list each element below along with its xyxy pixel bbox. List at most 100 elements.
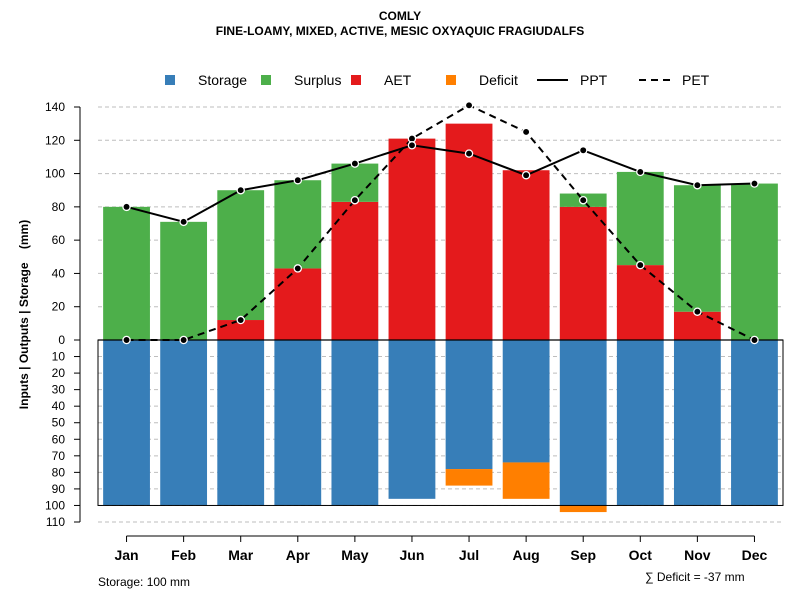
y-tick-label: 20 bbox=[52, 366, 66, 380]
legend-label: PET bbox=[682, 72, 710, 88]
pet-line-point bbox=[179, 335, 188, 345]
chart-title: COMLY bbox=[378, 9, 422, 23]
y-tick-label: 40 bbox=[52, 266, 66, 280]
y-tick-label: 80 bbox=[52, 465, 66, 479]
deficit-bar bbox=[559, 505, 607, 513]
x-tick-label: Feb bbox=[171, 547, 196, 563]
ppt-line-point bbox=[521, 170, 531, 180]
chart-subtitle: FINE-LOAMY, MIXED, ACTIVE, MESIC OXYAQUI… bbox=[215, 24, 585, 38]
ppt-line-point bbox=[578, 146, 588, 155]
surplus-bar bbox=[217, 190, 265, 321]
storage-bar bbox=[388, 340, 436, 499]
ppt-line-point bbox=[407, 141, 417, 150]
y-tick-label: 140 bbox=[45, 100, 65, 114]
aet-bar bbox=[502, 170, 550, 340]
ppt-line-point bbox=[750, 179, 759, 188]
deficit-bar bbox=[445, 469, 493, 486]
ppt-line bbox=[126, 144, 755, 223]
pet-line-point bbox=[350, 195, 360, 205]
y-axis-label: Inputs | Outputs | Storage (mm) bbox=[17, 220, 31, 409]
pet-line-point bbox=[464, 101, 474, 110]
y-tick-label: 0 bbox=[58, 333, 65, 347]
surplus-bar bbox=[103, 206, 150, 340]
x-tick-label: Nov bbox=[684, 547, 711, 563]
y-tick-label: 60 bbox=[52, 432, 66, 446]
y-tick-label: 100 bbox=[45, 167, 65, 181]
aet-bar bbox=[559, 206, 607, 340]
ppt-line-point bbox=[179, 217, 188, 227]
y-tick-label: 60 bbox=[52, 233, 66, 247]
legend-swatch bbox=[446, 75, 456, 85]
legend-label: Deficit bbox=[479, 72, 518, 88]
pet-line-point bbox=[578, 195, 588, 205]
deficit-bar bbox=[502, 462, 550, 499]
aet-bar bbox=[388, 138, 436, 340]
x-tick-label: Jun bbox=[400, 547, 425, 563]
legend-label: AET bbox=[384, 72, 412, 88]
legend-label: Storage bbox=[198, 72, 247, 88]
aet-bar bbox=[274, 268, 322, 340]
pet-line-point bbox=[750, 335, 759, 345]
storage-bar bbox=[160, 340, 208, 506]
storage-bar bbox=[616, 340, 664, 506]
surplus-bar bbox=[673, 185, 721, 312]
legend-label: PPT bbox=[580, 72, 608, 88]
deficit-note: ∑ Deficit = -37 mm bbox=[645, 570, 745, 584]
storage-bar bbox=[217, 340, 265, 506]
y-tick-label: 10 bbox=[52, 350, 66, 364]
aet-bar bbox=[331, 201, 379, 340]
y-tick-label: 40 bbox=[52, 399, 66, 413]
storage-bar bbox=[331, 340, 379, 506]
aet-bar bbox=[217, 320, 265, 340]
ppt-line-point bbox=[636, 167, 645, 177]
storage-bar bbox=[731, 340, 778, 506]
legend: Storage Surplus AET Deficit PPT PET bbox=[165, 72, 710, 88]
ppt-line-point bbox=[693, 180, 702, 190]
legend-swatch bbox=[165, 75, 175, 85]
surplus-bar bbox=[274, 180, 322, 269]
surplus-bar bbox=[616, 171, 664, 266]
aet-bar bbox=[616, 265, 664, 340]
surplus-bar bbox=[160, 221, 208, 340]
storage-bar bbox=[502, 340, 550, 463]
ppt-line-point bbox=[236, 185, 245, 195]
y-tick-label: 120 bbox=[45, 133, 65, 147]
storage-note: Storage: 100 mm bbox=[98, 575, 191, 589]
y-tick-label: 90 bbox=[52, 482, 66, 496]
storage-bar bbox=[103, 340, 150, 506]
pet-line-point bbox=[521, 127, 531, 137]
storage-bar bbox=[274, 340, 322, 506]
pet-line bbox=[126, 104, 755, 341]
storage-bar bbox=[445, 340, 493, 470]
ppt-line-point bbox=[293, 175, 303, 185]
x-tick-label: Aug bbox=[513, 547, 540, 563]
pet-line-point bbox=[236, 315, 245, 325]
x-tick-label: Oct bbox=[629, 547, 653, 563]
ppt-line-point bbox=[350, 159, 360, 168]
legend-label: Surplus bbox=[294, 72, 341, 88]
pet-line-point bbox=[293, 264, 303, 273]
legend-swatch bbox=[351, 75, 361, 85]
pet-line-point bbox=[693, 307, 702, 316]
storage-bar bbox=[673, 340, 721, 506]
y-tick-label: 50 bbox=[52, 416, 66, 430]
ppt-line-point bbox=[464, 149, 474, 158]
pet-line-point bbox=[122, 335, 131, 345]
aet-bar bbox=[673, 311, 721, 340]
x-tick-label: May bbox=[341, 547, 368, 563]
x-tick-label: Apr bbox=[286, 547, 311, 563]
x-tick-label: Sep bbox=[570, 547, 596, 563]
y-tick-label: 30 bbox=[52, 383, 66, 397]
y-tick-label: 80 bbox=[52, 200, 66, 214]
pet-line-point bbox=[636, 260, 645, 270]
y-tick-label: 20 bbox=[52, 300, 66, 314]
ppt-line-point bbox=[122, 202, 131, 212]
y-tick-label: 100 bbox=[45, 498, 65, 512]
x-tick-label: Dec bbox=[742, 547, 768, 563]
surplus-bar bbox=[731, 183, 778, 340]
x-tick-label: Jan bbox=[114, 547, 138, 563]
y-tick-label: 110 bbox=[46, 515, 65, 529]
x-tick-label: Mar bbox=[228, 547, 253, 563]
x-tick-label: Jul bbox=[459, 547, 479, 563]
